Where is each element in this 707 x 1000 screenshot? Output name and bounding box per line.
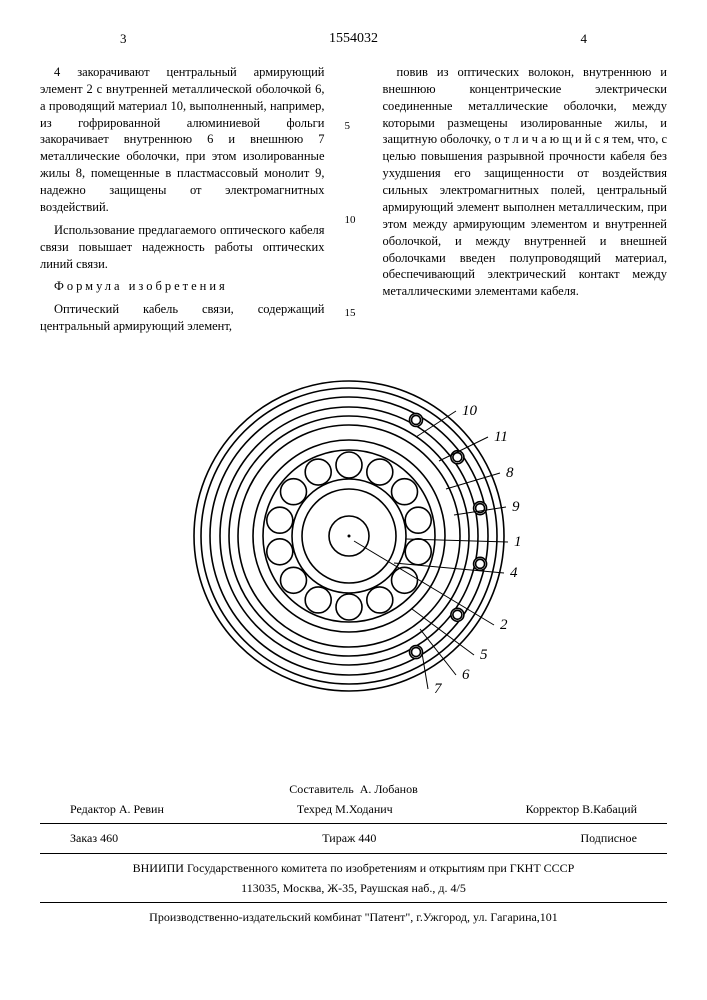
left-column: 4 закорачивают центральный армирующий эл… (40, 64, 325, 341)
footer-addr: 113035, Москва, Ж-35, Раушская наб., д. … (40, 880, 667, 896)
right-p1: повив из оптических волокон, внутреннюю … (383, 64, 668, 300)
tech: Техред М.Ходанич (297, 801, 393, 817)
cable-diagram: 10 11 8 9 1 4 256 7 (184, 371, 524, 701)
line-5: 5 (345, 119, 363, 134)
svg-text:7: 7 (434, 681, 443, 697)
svg-text:6: 6 (462, 667, 470, 683)
doc-number: 1554032 (329, 30, 378, 49)
divider-3 (40, 902, 667, 903)
subscription: Подписное (580, 830, 637, 846)
order-row: Заказ 460 Тираж 440 Подписное (40, 830, 667, 846)
line-10: 10 (345, 213, 363, 228)
divider-2 (40, 853, 667, 854)
footer-pub: Производственно-издательский комбинат "П… (40, 909, 667, 925)
line-15: 15 (345, 306, 363, 321)
svg-text:1: 1 (514, 534, 522, 550)
editor: Редактор А. Ревин (70, 801, 164, 817)
compiler-line: Составитель А. Лобанов (40, 781, 667, 797)
text-columns: 4 закорачивают центральный армирующий эл… (40, 64, 667, 341)
formula-label: Формула изобретения (40, 278, 325, 295)
svg-text:9: 9 (512, 499, 520, 515)
figure: 10 11 8 9 1 4 256 7 (40, 371, 667, 701)
divider-1 (40, 823, 667, 824)
left-p3: Оптический кабель связи, содержащий цент… (40, 301, 325, 335)
tirazh: Тираж 440 (322, 830, 376, 846)
left-p2: Использование предлагаемого оптического … (40, 222, 325, 273)
svg-text:4: 4 (510, 565, 518, 581)
right-column: повив из оптических волокон, внутреннюю … (383, 64, 668, 341)
svg-text:11: 11 (494, 429, 508, 445)
svg-text:10: 10 (462, 403, 478, 419)
zakaz: Заказ 460 (70, 830, 118, 846)
credits-row: Редактор А. Ревин Техред М.Ходанич Корре… (40, 801, 667, 817)
corrector: Корректор В.Кабаций (526, 801, 637, 817)
svg-text:5: 5 (480, 647, 488, 663)
footer-org: ВНИИПИ Государственного комитета по изоб… (40, 860, 667, 876)
left-p1: 4 закорачивают центральный армирующий эл… (40, 64, 325, 216)
page-header: 3 1554032 4 (40, 30, 667, 49)
svg-text:2: 2 (500, 617, 508, 633)
svg-text:8: 8 (506, 465, 514, 481)
page-num-left: 3 (120, 30, 127, 49)
line-markers: 5 10 15 (345, 64, 363, 341)
page-num-right: 4 (581, 30, 588, 49)
